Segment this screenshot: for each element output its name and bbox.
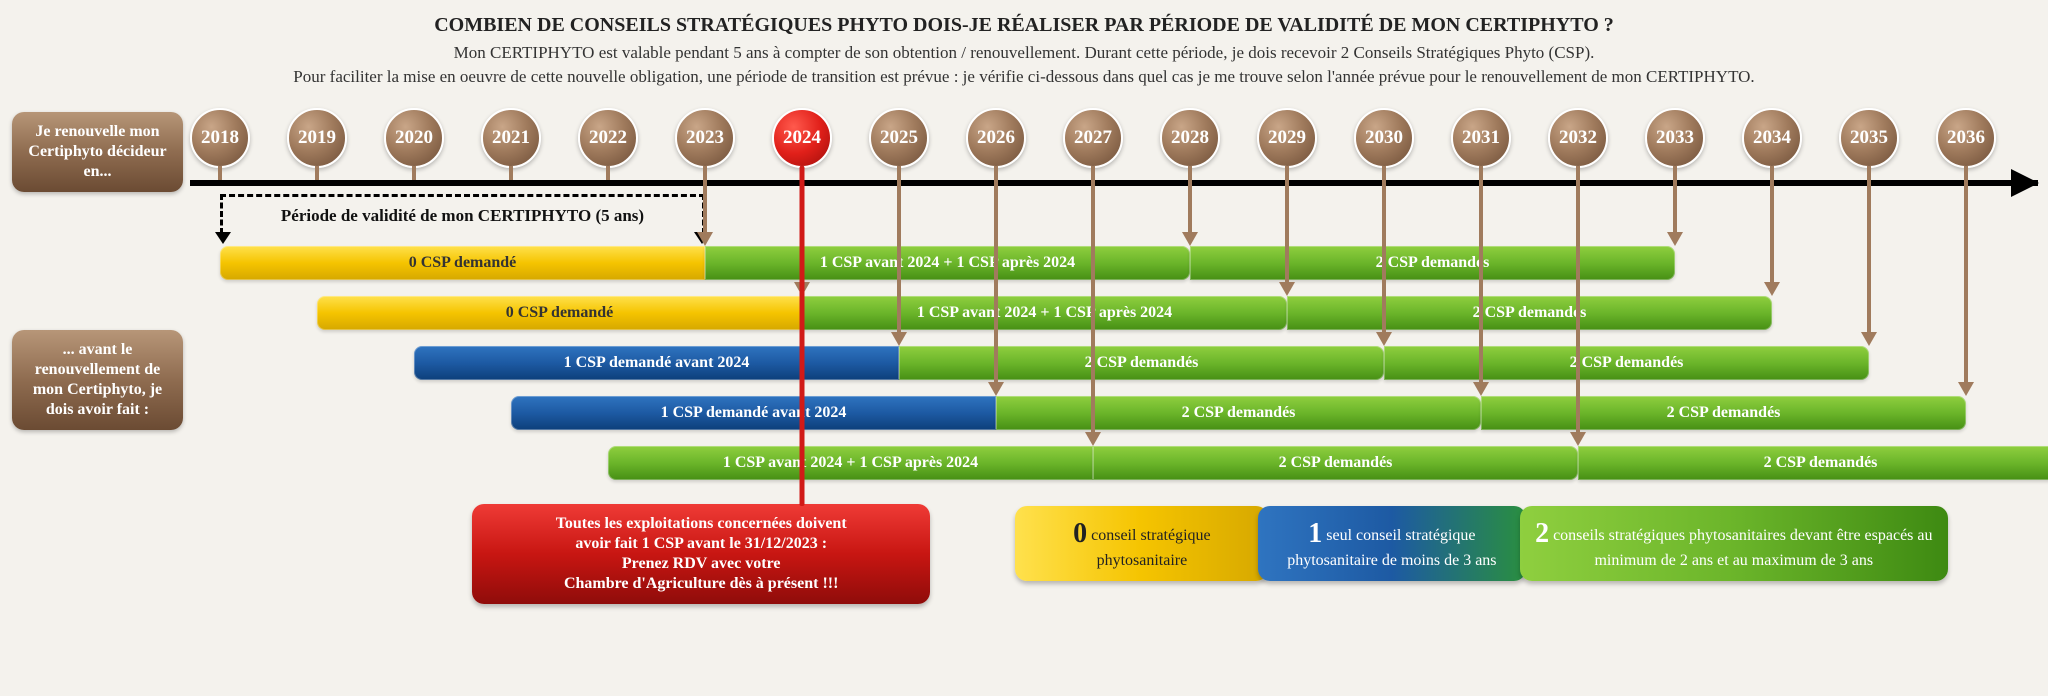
year-marker-2035: 2035: [1839, 108, 1899, 168]
subtitle-1: Mon CERTIPHYTO est valable pendant 5 ans…: [20, 43, 2028, 63]
stem-arrowhead: [988, 382, 1004, 396]
stem-arrowhead: [1376, 332, 1392, 346]
timeline-axis: [190, 180, 2038, 186]
year-stem: [606, 166, 610, 180]
year-stem: [1964, 166, 1968, 392]
bar-segment: 2 CSP demandés: [1190, 246, 1675, 280]
stem-arrowhead: [1667, 232, 1683, 246]
bar-row: 1 CSP avant 2024 + 1 CSP après 20242 CSP…: [180, 446, 2038, 480]
highlight-year-line: [800, 166, 805, 506]
stem-arrowhead: [1570, 432, 1586, 446]
year-stem: [897, 166, 901, 342]
bar-segment: 2 CSP demandés: [1578, 446, 2048, 480]
legend-green: 2 conseils stratégiques phytosanitaires …: [1520, 506, 1948, 581]
page-title: COMBIEN DE CONSEILS STRATÉGIQUES PHYTO D…: [20, 14, 2028, 37]
bar-segment: 2 CSP demandés: [1287, 296, 1772, 330]
year-marker-2031: 2031: [1451, 108, 1511, 168]
year-markers: 2018 2019 2020 2021 2022 2023 2024 2025 2026 2027…: [180, 108, 2038, 168]
bar-segment: 1 CSP avant 2024 + 1 CSP après 2024: [802, 296, 1287, 330]
year-marker-2028: 2028: [1160, 108, 1220, 168]
year-marker-2032: 2032: [1548, 108, 1608, 168]
bar-segment: 2 CSP demandés: [1481, 396, 1966, 430]
year-marker-2022: 2022: [578, 108, 638, 168]
legend-blue: 1 seul conseil stratégique phytosanitair…: [1258, 506, 1526, 581]
bar-row: 1 CSP demandé avant 20242 CSP demandés2 …: [180, 346, 2038, 380]
year-marker-2026: 2026: [966, 108, 1026, 168]
bar-segment: 1 CSP demandé avant 2024: [511, 396, 996, 430]
year-marker-2025: 2025: [869, 108, 929, 168]
year-stem: [1479, 166, 1483, 392]
year-marker-2036: 2036: [1936, 108, 1996, 168]
year-stem: [1576, 166, 1580, 442]
stem-arrowhead: [1279, 282, 1295, 296]
year-marker-2019: 2019: [287, 108, 347, 168]
year-marker-2034: 2034: [1742, 108, 1802, 168]
year-stem: [1382, 166, 1386, 342]
year-marker-2021: 2021: [481, 108, 541, 168]
stem-arrowhead: [697, 232, 713, 246]
year-stem: [218, 166, 222, 180]
bar-row: 0 CSP demandé1 CSP avant 2024 + 1 CSP ap…: [180, 296, 2038, 330]
year-stem: [509, 166, 513, 180]
bar-segment: 2 CSP demandés: [1093, 446, 1578, 480]
bar-segment: 2 CSP demandés: [1384, 346, 1869, 380]
year-marker-2033: 2033: [1645, 108, 1705, 168]
timeline: 2018 2019 2020 2021 2022 2023 2024 2025 2026 2027…: [180, 108, 2038, 668]
year-stem: [412, 166, 416, 180]
bar-row: 1 CSP demandé avant 20242 CSP demandés2 …: [180, 396, 2038, 430]
stem-arrowhead: [1861, 332, 1877, 346]
year-marker-2030: 2030: [1354, 108, 1414, 168]
stem-arrowhead: [1958, 382, 1974, 396]
bar-segment: 0 CSP demandé: [220, 246, 705, 280]
year-stem: [1867, 166, 1871, 342]
stem-arrowhead: [1085, 432, 1101, 446]
stem-arrowhead: [1182, 232, 1198, 246]
bar-segment: 1 CSP avant 2024 + 1 CSP après 2024: [608, 446, 1093, 480]
year-stem: [1673, 166, 1677, 242]
legend-red: Toutes les exploitations concernées doiv…: [472, 504, 930, 604]
year-stem: [1770, 166, 1774, 292]
year-stem: [315, 166, 319, 180]
subtitle-2: Pour faciliter la mise en oeuvre de cett…: [20, 67, 2028, 87]
year-marker-2029: 2029: [1257, 108, 1317, 168]
year-stem: [1188, 166, 1192, 242]
side-badge-top: Je renouvelle mon Certiphyto décideur en…: [12, 112, 183, 192]
validity-label: Période de validité de mon CERTIPHYTO (5…: [240, 206, 685, 226]
year-marker-2027: 2027: [1063, 108, 1123, 168]
stem-arrowhead: [1764, 282, 1780, 296]
year-stem: [703, 166, 707, 242]
stem-arrowhead: [1473, 382, 1489, 396]
bar-row: 0 CSP demandé1 CSP avant 2024 + 1 CSP ap…: [180, 246, 2038, 280]
side-badge-mid: ... avant le renouvellement de mon Certi…: [12, 330, 183, 430]
year-marker-2018: 2018: [190, 108, 250, 168]
stem-arrowhead: [891, 332, 907, 346]
bar-segment: 1 CSP demandé avant 2024: [414, 346, 899, 380]
legend-yellow: 0 conseil stratégique phytosanitaire: [1015, 506, 1268, 581]
year-stem: [994, 166, 998, 392]
year-marker-2024: 2024: [772, 108, 832, 168]
bar-segment: 2 CSP demandés: [899, 346, 1384, 380]
bar-segment: 1 CSP avant 2024 + 1 CSP après 2024: [705, 246, 1190, 280]
bar-segment: 2 CSP demandés: [996, 396, 1481, 430]
year-stem: [1091, 166, 1095, 442]
bar-segment: 0 CSP demandé: [317, 296, 802, 330]
year-marker-2020: 2020: [384, 108, 444, 168]
year-stem: [1285, 166, 1289, 292]
year-marker-2023: 2023: [675, 108, 735, 168]
